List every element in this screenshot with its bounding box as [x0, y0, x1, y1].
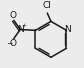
Text: N: N: [64, 25, 71, 34]
Text: N: N: [17, 24, 24, 34]
Text: O: O: [10, 11, 17, 20]
Text: Cl: Cl: [43, 1, 52, 10]
Text: O: O: [10, 39, 17, 48]
Text: −: −: [6, 39, 12, 48]
Text: +: +: [22, 23, 27, 28]
